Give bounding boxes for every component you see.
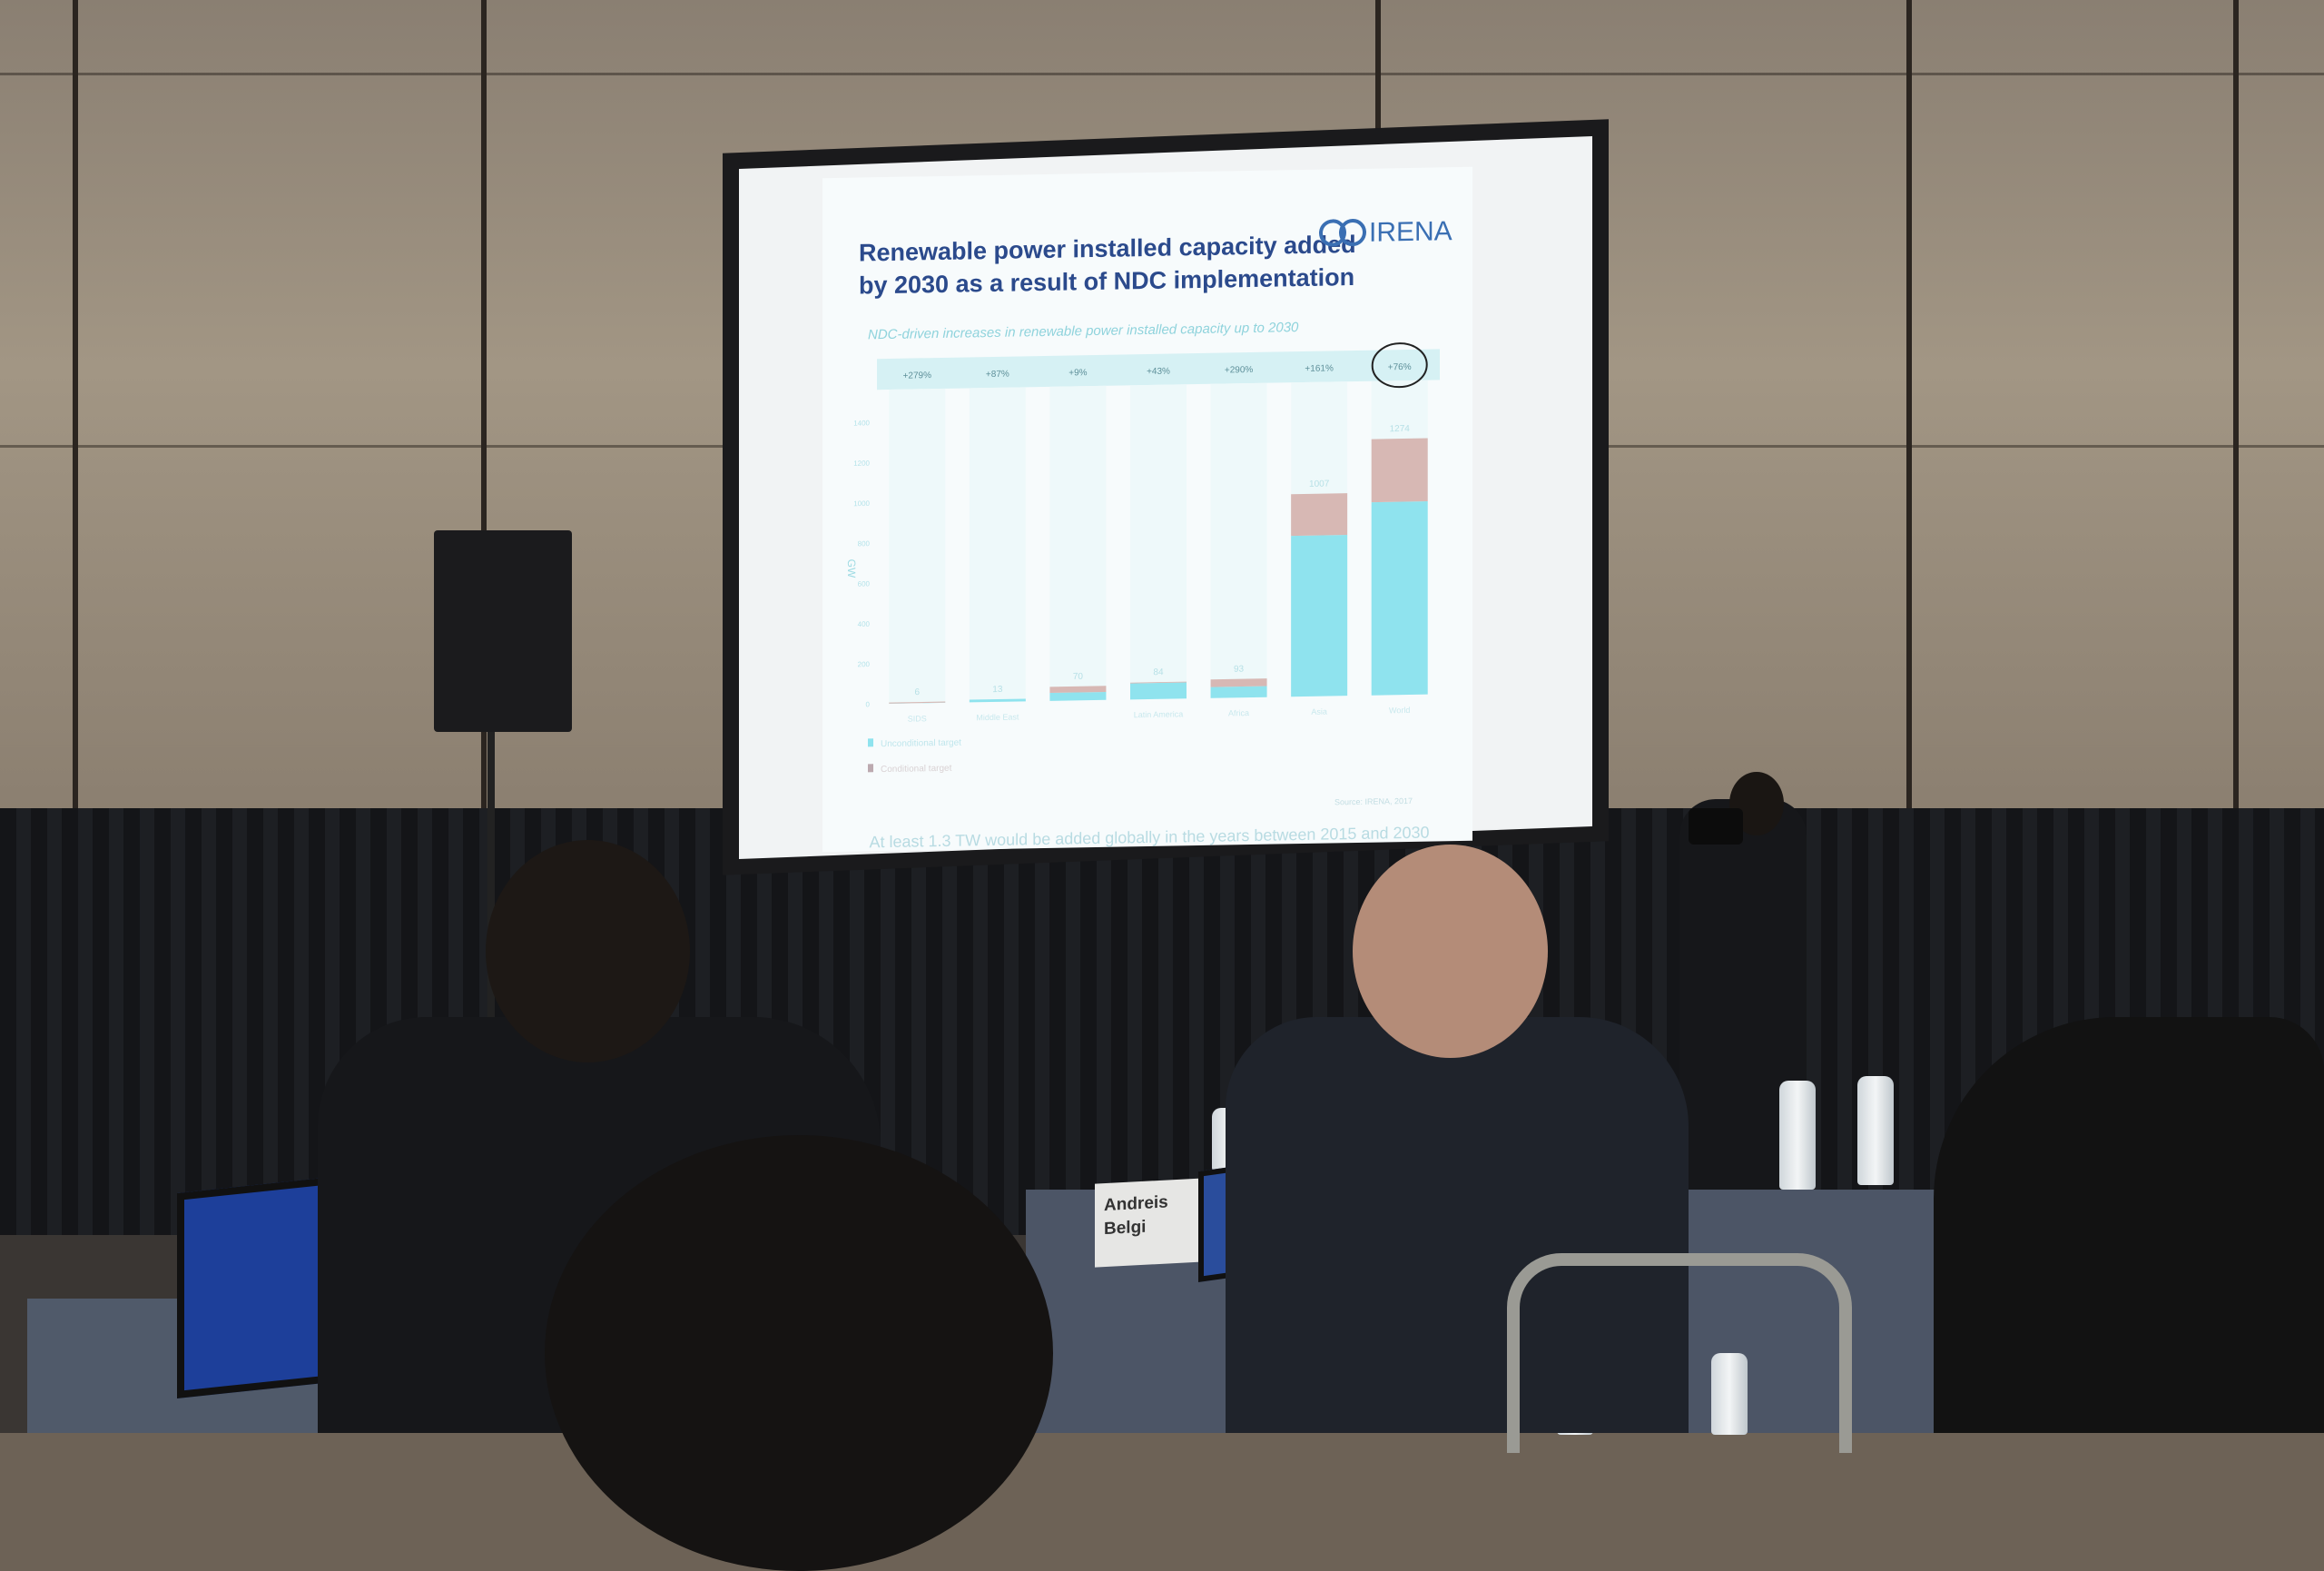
bar-background: [1049, 385, 1107, 701]
x-tick-label: World: [1389, 706, 1410, 715]
bar-unconditional: [1371, 501, 1428, 696]
placard-country: Belgi: [1104, 1217, 1147, 1240]
y-tick-label: 1400: [853, 419, 870, 427]
x-tick-label: Latin America: [1134, 709, 1184, 719]
presentation-slide: Renewable power installed capacity added…: [822, 166, 1472, 853]
bar-total-label: 93: [1234, 665, 1245, 675]
y-tick-label: 200: [858, 660, 871, 668]
water-bottle: [1857, 1076, 1894, 1185]
water-bottle: [1779, 1081, 1816, 1190]
slide-title-line1: Renewable power installed capacity added: [859, 231, 1356, 267]
slide-title-line2: by 2030 as a result of NDC implementatio…: [859, 263, 1354, 300]
percent-label: +43%: [1147, 367, 1170, 377]
percent-band: [877, 349, 1440, 390]
bar-unconditional: [1210, 686, 1267, 698]
loudspeaker: [434, 530, 572, 732]
chart-subtitle: NDC-driven increases in renewable power …: [868, 320, 1299, 342]
percent-label: +9%: [1068, 368, 1087, 378]
percent-label: +161%: [1305, 363, 1334, 374]
legend-label-unconditional: Unconditional target: [881, 738, 961, 750]
source-note: Source: IRENA, 2017: [1334, 796, 1413, 807]
water-bottle: [1711, 1353, 1748, 1435]
y-tick-label: 600: [858, 579, 871, 588]
y-tick-label: 1000: [853, 499, 870, 508]
bar-unconditional: [889, 702, 946, 704]
bar-total-label: 70: [1073, 672, 1084, 682]
percent-label: +76%: [1388, 362, 1412, 372]
bar-total-label: 6: [915, 687, 921, 697]
bar-unconditional: [1291, 535, 1348, 697]
legend-swatch-conditional: [868, 764, 873, 773]
bar-conditional: [1049, 686, 1107, 694]
highlight-circle: [1371, 342, 1428, 389]
bar-total-label: 1274: [1390, 424, 1411, 434]
y-tick-label: 1200: [853, 459, 870, 468]
bar-conditional: [889, 701, 946, 704]
y-tick-label: 400: [858, 620, 871, 628]
bar-total-label: 1007: [1309, 479, 1330, 489]
percent-label: +290%: [1225, 365, 1254, 376]
bar-unconditional: [969, 698, 1026, 703]
attendee-right: [1934, 1017, 2324, 1433]
x-tick-label: SIDS: [908, 714, 927, 723]
x-tick-label: Asia: [1311, 707, 1327, 716]
bar-conditional: [1210, 678, 1267, 687]
x-tick-label: Middle East: [976, 712, 1019, 722]
bar-background: [969, 387, 1026, 703]
x-tick-label: Africa: [1228, 708, 1249, 717]
bar-unconditional: [1130, 682, 1187, 700]
y-tick-label: 800: [858, 539, 871, 548]
attendee-front-head: [545, 1135, 1053, 1571]
percent-label: +87%: [986, 370, 1009, 380]
legend-swatch-unconditional: [868, 738, 873, 747]
attendee-center: [1226, 1017, 1689, 1433]
camera: [1689, 808, 1743, 845]
bar-conditional: [1130, 681, 1187, 684]
bar-total-label: 84: [1153, 667, 1164, 677]
y-axis-label: GW: [845, 559, 858, 579]
bar-conditional: [1291, 493, 1348, 537]
legend-label-conditional: Conditional target: [881, 764, 952, 775]
y-tick-label: 0: [866, 700, 871, 708]
bar-conditional: [1371, 438, 1428, 503]
slide-svg: Renewable power installed capacity added…: [845, 216, 1452, 851]
attendee-left-head: [486, 840, 690, 1062]
bar-background: [1210, 382, 1267, 698]
legend: Unconditional target Conditional target: [868, 738, 961, 775]
bar-background: [1130, 384, 1187, 700]
bar-unconditional: [1049, 691, 1107, 701]
bar-background: [889, 388, 946, 704]
logo-text: IRENA: [1369, 216, 1452, 248]
bar-group: 0 200 400 600 800 1000 1200 1400 6 +279% SIDS 13 +87…: [853, 342, 1440, 724]
percent-label: +279%: [903, 371, 932, 381]
bar-total-label: 13: [992, 685, 1003, 695]
attendee-center-head: [1353, 845, 1548, 1058]
chair: [1507, 1253, 1852, 1453]
irena-logo: IRENA: [1319, 216, 1452, 248]
